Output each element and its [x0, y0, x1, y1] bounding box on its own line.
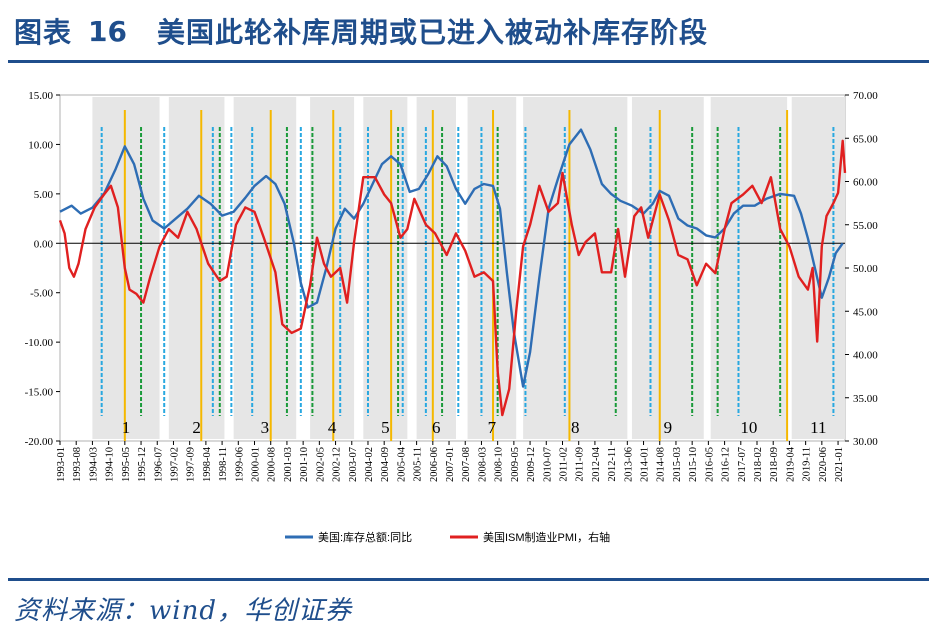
phase-band-5: [363, 97, 408, 439]
x-tick-label: 2008-10: [494, 447, 505, 482]
x-tick-label: 2006-06: [429, 447, 440, 482]
x-tick-label: 2009-05: [510, 447, 521, 482]
chart-title: 美国此轮补库周期或已进入被动补库存阶段: [156, 16, 708, 49]
x-tick-label: 2008-03: [477, 447, 488, 482]
right-tick-label: 45.00: [853, 306, 878, 318]
x-tick-label: 2019-11: [802, 447, 813, 482]
x-tick-label: 1998-04: [202, 446, 213, 482]
x-tick-label: 1995-05: [121, 447, 132, 482]
x-tick-label: 2000-08: [267, 447, 278, 482]
x-tick-label: 2004-09: [380, 447, 391, 482]
left-tick-label: -20.00: [25, 436, 54, 448]
phase-label: 9: [664, 418, 673, 437]
right-tick-label: 70.00: [853, 90, 878, 102]
phase-label: 8: [571, 418, 580, 437]
phase-label: 2: [192, 418, 201, 437]
left-tick-label: 15.00: [28, 90, 53, 102]
right-tick-label: 60.00: [853, 177, 878, 189]
x-tick-label: 2012-11: [607, 447, 618, 482]
left-tick-label: -15.00: [25, 387, 54, 399]
x-tick-label: 2007-08: [461, 447, 472, 482]
x-tick-label: 2000-01: [251, 447, 262, 482]
right-tick-label: 55.00: [853, 220, 878, 232]
phase-band-2: [168, 97, 225, 439]
phase-label: 5: [381, 418, 390, 437]
x-tick-label: 2005-04: [396, 446, 407, 482]
phase-band-10: [710, 97, 788, 439]
x-tick-label: 1993-08: [72, 447, 83, 482]
x-tick-label: 1996-07: [153, 447, 164, 482]
x-tick-label: 2005-11: [413, 447, 424, 482]
x-tick-label: 1997-09: [186, 447, 197, 482]
x-tick-label: 2016-05: [704, 447, 715, 482]
right-tick-label: 50.00: [853, 263, 878, 275]
figure-label: 图表: [14, 16, 73, 49]
header-divider: [8, 60, 929, 63]
phase-label: 7: [488, 418, 497, 437]
phase-label: 11: [810, 418, 826, 437]
left-tick-label: -5.00: [30, 288, 53, 300]
x-tick-label: 1993-01: [56, 447, 67, 482]
x-tick-label: 2004-02: [364, 447, 375, 482]
ism-pmi-line: [58, 139, 847, 417]
x-tick-label: 2011-09: [575, 447, 586, 482]
phase-label: 6: [432, 418, 441, 437]
right-tick-label: 65.00: [853, 133, 878, 145]
x-tick-label: 2002-12: [332, 447, 343, 482]
source-note: 资料来源：wind，华创证券: [14, 596, 352, 626]
phase-band-3: [233, 97, 297, 439]
x-tick-label: 1997-02: [170, 447, 181, 482]
x-tick-label: 2021-01: [834, 447, 845, 482]
x-tick-label: 2014-08: [656, 447, 667, 482]
chart-header: 图表 16 美国此轮补库周期或已进入被动补库存阶段: [14, 8, 708, 54]
x-tick-label: 1998-11: [218, 447, 229, 482]
x-tick-label: 2012-04: [591, 446, 602, 482]
left-tick-label: -10.00: [25, 337, 54, 349]
x-tick-label: 1994-03: [88, 447, 99, 482]
inventory-yoy-line: [59, 128, 844, 388]
x-tick-label: 2019-04: [785, 446, 796, 482]
x-tick-label: 2001-10: [299, 447, 310, 482]
x-tick-label: 2011-02: [559, 447, 570, 482]
footer-divider: [8, 578, 929, 581]
phase-label: 1: [122, 418, 131, 437]
x-tick-label: 2015-03: [672, 447, 683, 482]
x-tick-label: 2003-07: [348, 447, 359, 482]
legend-label: 美国ISM制造业PMI，右轴: [483, 530, 610, 544]
phase-band-4: [310, 97, 355, 439]
x-tick-label: 1994-10: [105, 447, 116, 482]
right-tick-label: 35.00: [853, 393, 878, 405]
x-tick-label: 2009-12: [526, 447, 537, 482]
x-tick-label: 2015-10: [688, 447, 699, 482]
phase-label: 10: [740, 418, 757, 437]
phase-label: 4: [328, 418, 337, 437]
right-tick-label: 30.00: [853, 436, 878, 448]
x-tick-label: 2002-05: [315, 447, 326, 482]
left-tick-label: 5.00: [34, 189, 54, 201]
x-tick-label: 2010-07: [542, 447, 553, 482]
x-tick-label: 1995-12: [137, 447, 148, 482]
legend-label: 美国:库存总额:同比: [318, 530, 412, 544]
x-tick-label: 2020-06: [818, 447, 829, 482]
phase-label: 3: [261, 418, 270, 437]
x-tick-label: 2007-01: [445, 447, 456, 482]
inventory-pmi-chart: 15.00 10.00 5.00 0.00 -5.00 -10.00 -15.00 -20.0…: [25, 90, 879, 544]
phase-band-6: [416, 97, 456, 439]
figure-number: 16: [88, 14, 127, 48]
phase-band-11: [791, 97, 845, 439]
phase-band-7: [467, 97, 517, 439]
left-tick-label: 10.00: [28, 139, 53, 151]
x-tick-label: 1999-06: [234, 447, 245, 482]
x-tick-label: 2018-09: [769, 447, 780, 482]
right-tick-label: 40.00: [853, 350, 878, 362]
x-tick-label: 2014-01: [640, 447, 651, 482]
x-tick-label: 2001-03: [283, 447, 294, 482]
x-tick-label: 2018-02: [753, 447, 764, 482]
x-tick-label: 2013-06: [623, 447, 634, 482]
x-tick-label: 2016-12: [721, 447, 732, 482]
left-tick-label: 0.00: [34, 238, 54, 250]
x-tick-label: 2017-07: [737, 447, 748, 482]
